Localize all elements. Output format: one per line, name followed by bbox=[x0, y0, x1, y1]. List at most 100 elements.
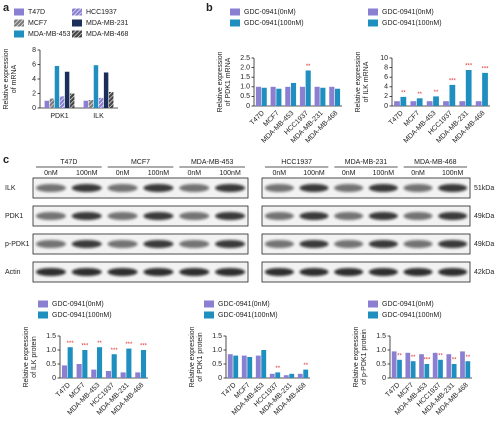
band bbox=[403, 212, 433, 220]
significance: ** bbox=[397, 353, 402, 359]
significance: ** bbox=[401, 90, 406, 96]
band bbox=[334, 184, 364, 192]
dose-label: 0nM bbox=[411, 170, 425, 177]
band bbox=[143, 240, 174, 248]
y-tick-label: 6 bbox=[32, 61, 36, 68]
significance: ** bbox=[434, 90, 439, 96]
blot-frame bbox=[261, 261, 471, 283]
band bbox=[403, 184, 433, 192]
y-tick-label: 8 bbox=[32, 47, 36, 54]
legend-swatch bbox=[204, 311, 214, 319]
y-axis-label: Relative expression bbox=[23, 326, 30, 387]
bar bbox=[64, 71, 70, 108]
band bbox=[71, 268, 102, 276]
dose-label: 100nM bbox=[373, 170, 395, 177]
significance: *** bbox=[449, 78, 457, 84]
blot-frame bbox=[32, 177, 249, 199]
legend-label: GDC-0941(100nM) bbox=[244, 20, 304, 27]
legend-label: MDA-MB-231 bbox=[86, 20, 129, 27]
y-axis-label: of PDK1 mRNA bbox=[225, 57, 232, 106]
bar bbox=[475, 101, 482, 106]
bar bbox=[105, 371, 112, 378]
blot-frame bbox=[261, 233, 471, 255]
bar bbox=[108, 92, 114, 108]
bar bbox=[241, 355, 247, 378]
bar bbox=[303, 369, 309, 378]
y-tick-label: 4 bbox=[384, 84, 388, 91]
legend-label: GDC-0941(100nM) bbox=[218, 312, 278, 319]
legend-label: GDC-0941(100nM) bbox=[52, 312, 112, 319]
legend-swatch bbox=[368, 300, 378, 308]
band bbox=[264, 240, 294, 248]
band bbox=[215, 268, 246, 276]
bar bbox=[82, 350, 88, 378]
y-tick-label: 2.0 bbox=[240, 64, 250, 71]
band bbox=[403, 240, 433, 248]
legend-label: MDA-MB-453 bbox=[28, 31, 71, 38]
dose-label: 100nM bbox=[148, 170, 170, 177]
band bbox=[264, 268, 294, 276]
bar bbox=[270, 86, 276, 106]
kda-label: 49kDa bbox=[474, 241, 494, 248]
significance: ** bbox=[306, 64, 311, 70]
blot-frame bbox=[261, 177, 471, 199]
bar bbox=[283, 375, 289, 378]
bar bbox=[233, 355, 239, 378]
bar bbox=[103, 72, 109, 108]
bar bbox=[275, 372, 281, 378]
bar bbox=[460, 351, 465, 378]
y-tick-label: 8 bbox=[384, 64, 388, 71]
legend-swatch bbox=[72, 19, 82, 27]
y-tick-label: 1.5 bbox=[46, 333, 56, 340]
blot-frame bbox=[32, 261, 249, 283]
bar bbox=[91, 369, 97, 378]
y-tick-label: 1.0 bbox=[212, 347, 222, 354]
band bbox=[368, 268, 398, 276]
significance: ** bbox=[411, 355, 416, 361]
band bbox=[35, 240, 66, 248]
y-tick-label: 4 bbox=[32, 76, 36, 83]
panel-label: a bbox=[3, 2, 10, 14]
bar bbox=[419, 354, 424, 378]
bar bbox=[49, 98, 55, 108]
bar bbox=[69, 93, 75, 108]
dose-label: 100nM bbox=[442, 170, 464, 177]
bar bbox=[54, 65, 60, 108]
y-axis-label: Relative expression bbox=[353, 326, 360, 387]
significance: *** bbox=[140, 344, 148, 350]
bar bbox=[465, 70, 472, 106]
band bbox=[299, 212, 329, 220]
bar bbox=[459, 101, 466, 106]
legend-label: T47D bbox=[28, 9, 45, 16]
bar bbox=[391, 351, 397, 378]
band bbox=[264, 212, 294, 220]
y-tick-label: 0 bbox=[52, 375, 56, 382]
y-tick-label: 0.5 bbox=[240, 93, 250, 100]
bar bbox=[67, 347, 73, 378]
bar bbox=[433, 96, 439, 106]
band bbox=[299, 240, 329, 248]
bar bbox=[394, 101, 400, 106]
cell-line-label: T47D bbox=[60, 159, 77, 166]
band bbox=[438, 240, 468, 248]
significance: ** bbox=[417, 92, 422, 98]
band bbox=[35, 268, 66, 276]
y-axis-label: Relative expression bbox=[355, 51, 362, 112]
bar bbox=[451, 364, 457, 378]
band bbox=[143, 212, 174, 220]
bar bbox=[329, 86, 335, 106]
bar bbox=[397, 359, 402, 378]
legend-swatch bbox=[368, 8, 378, 16]
kda-label: 51kDa bbox=[474, 185, 494, 192]
bar bbox=[120, 372, 126, 378]
y-tick-label: 10 bbox=[380, 55, 388, 62]
cell-line-label: MDA-MB-468 bbox=[414, 159, 457, 166]
y-tick-label: 0 bbox=[218, 375, 222, 382]
legend-swatch bbox=[204, 300, 214, 308]
x-tick-label: T47D bbox=[388, 110, 405, 127]
legend-swatch bbox=[230, 19, 240, 27]
dose-label: 100nM bbox=[76, 170, 98, 177]
bar bbox=[96, 347, 103, 378]
legend-label: MDA-MB-468 bbox=[86, 31, 129, 38]
bar bbox=[140, 350, 147, 378]
